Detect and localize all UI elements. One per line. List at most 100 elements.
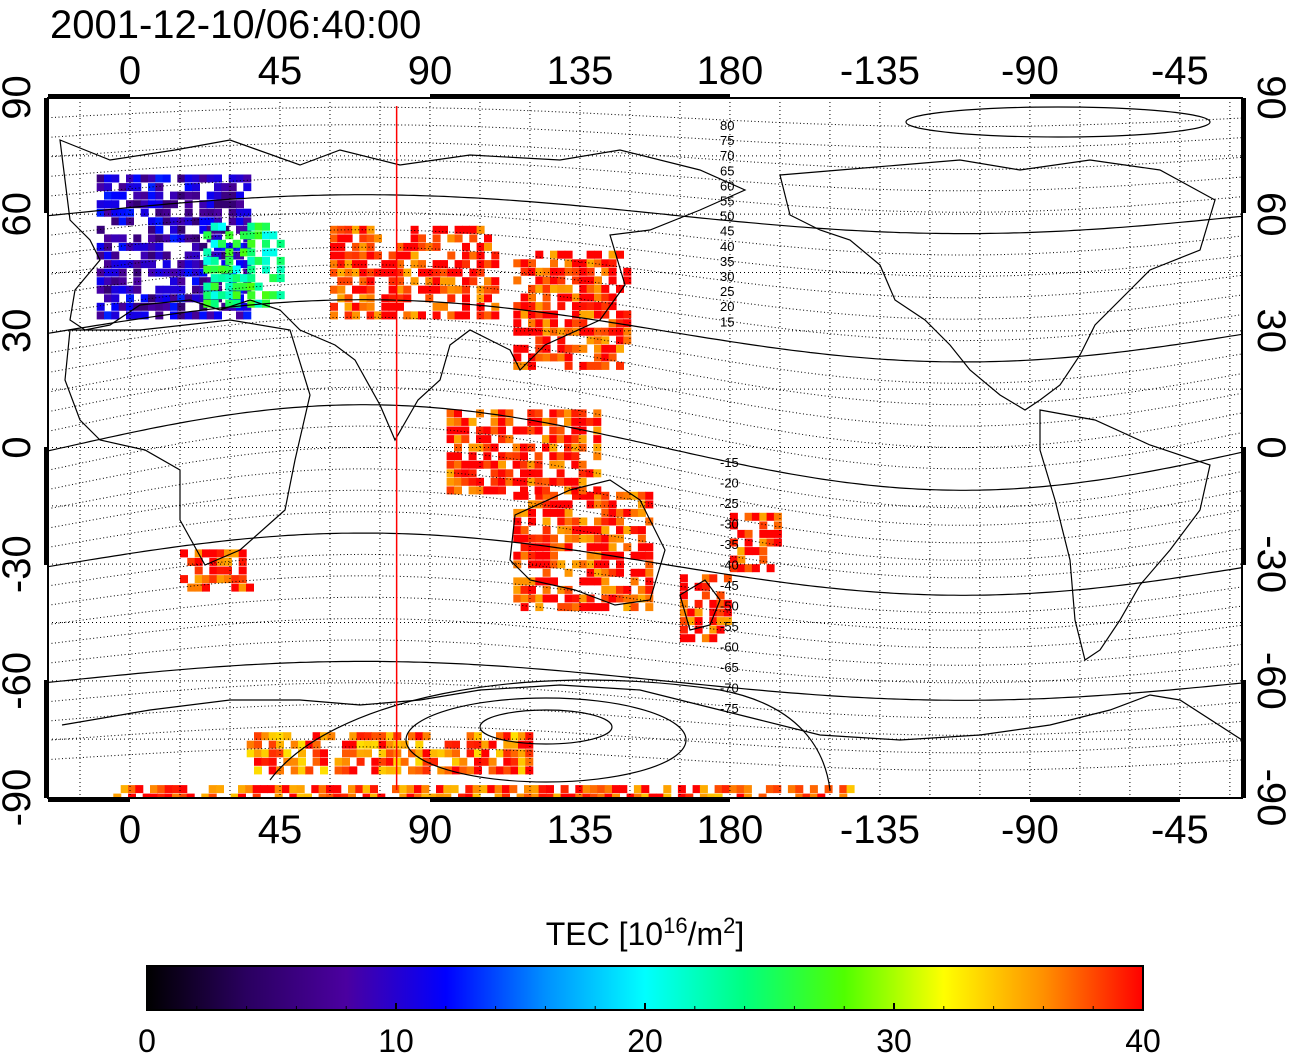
tec-cell bbox=[206, 217, 215, 226]
tec-cell bbox=[839, 785, 848, 794]
tec-cell bbox=[709, 599, 718, 608]
tec-cell bbox=[386, 766, 394, 775]
tec-cell bbox=[773, 521, 782, 530]
tec-cell bbox=[641, 793, 650, 798]
tec-cell bbox=[276, 274, 285, 283]
tec-cell bbox=[619, 785, 628, 794]
tec-cell bbox=[744, 547, 753, 556]
tec-cell bbox=[758, 793, 767, 798]
lon-tick-label: 0 bbox=[119, 49, 141, 93]
tec-cell bbox=[550, 250, 558, 259]
tec-cell bbox=[773, 529, 782, 538]
tec-cell bbox=[118, 268, 127, 277]
tec-cell bbox=[729, 564, 738, 573]
tec-cell bbox=[616, 250, 624, 259]
tec-cell bbox=[374, 268, 382, 277]
tec-cell bbox=[245, 785, 254, 794]
tec-cell bbox=[579, 577, 588, 586]
tec-cell bbox=[396, 302, 404, 311]
tec-cell bbox=[594, 517, 602, 526]
tec-cell bbox=[381, 260, 390, 269]
tec-cell bbox=[216, 557, 225, 566]
tec-cell bbox=[228, 174, 237, 183]
tec-cell bbox=[378, 766, 387, 775]
tec-cell bbox=[184, 208, 193, 217]
tec-cell bbox=[150, 785, 158, 794]
tec-cell bbox=[601, 543, 610, 552]
tec-cell bbox=[337, 294, 346, 303]
tec-cell bbox=[503, 740, 512, 749]
tec-cell bbox=[586, 417, 594, 426]
tec-cell bbox=[304, 793, 312, 798]
tec-cell bbox=[446, 452, 455, 461]
tec-cell bbox=[586, 302, 595, 311]
tec-cell bbox=[474, 757, 482, 766]
tec-cell bbox=[513, 551, 522, 560]
tec-cell bbox=[608, 517, 617, 526]
tec-cell bbox=[359, 234, 368, 243]
tec-cell bbox=[601, 500, 610, 509]
tec-cell bbox=[155, 251, 164, 260]
tec-cell bbox=[759, 538, 768, 547]
top-longitude-ticks: 0 45 90 135 180 -135 -90 -45 bbox=[119, 49, 1209, 93]
tec-cell bbox=[612, 793, 620, 798]
tec-cell bbox=[126, 260, 134, 269]
tec-cell bbox=[247, 222, 256, 231]
tec-cell bbox=[454, 268, 463, 277]
tec-cell bbox=[399, 793, 408, 798]
tec-cell bbox=[773, 785, 782, 794]
tec-cell bbox=[269, 248, 278, 257]
tec-cell bbox=[512, 426, 521, 435]
tec-cell bbox=[202, 575, 210, 584]
tec-cell bbox=[218, 222, 226, 231]
tec-cell bbox=[579, 526, 588, 535]
tec-cell bbox=[268, 757, 277, 766]
tec-cell bbox=[534, 460, 543, 469]
tec-cell bbox=[608, 594, 617, 603]
tec-cell bbox=[192, 174, 200, 183]
tec-cell bbox=[269, 231, 278, 240]
mag-contour bbox=[48, 703, 1242, 736]
tec-cell bbox=[366, 268, 375, 277]
tec-cell bbox=[184, 251, 193, 260]
tec-cell bbox=[601, 259, 610, 268]
mag-contour bbox=[48, 176, 1242, 213]
tec-cell bbox=[246, 749, 255, 758]
tec-cell bbox=[490, 443, 499, 452]
tec-cell bbox=[505, 469, 514, 478]
contour-label: -65 bbox=[720, 660, 739, 675]
tec-cell bbox=[557, 560, 566, 569]
tec-cell bbox=[298, 766, 306, 775]
tec-cell bbox=[579, 534, 588, 543]
tec-cell bbox=[531, 785, 540, 794]
tec-cell bbox=[491, 260, 500, 269]
tec-cell bbox=[446, 486, 455, 495]
tec-cell bbox=[247, 256, 256, 265]
tec-cell bbox=[578, 443, 587, 452]
australia-coast bbox=[509, 479, 666, 606]
tec-cell bbox=[231, 575, 240, 584]
tec-cell bbox=[608, 250, 617, 259]
tec-cell bbox=[557, 293, 566, 302]
tec-cell bbox=[440, 277, 448, 286]
tec-cell bbox=[236, 191, 244, 200]
tec-cell bbox=[403, 294, 412, 303]
tec-cell bbox=[454, 311, 463, 320]
tec-cell bbox=[269, 274, 278, 283]
tec-cell bbox=[528, 508, 536, 517]
tec-cell bbox=[534, 426, 543, 435]
tec-cell bbox=[594, 526, 602, 535]
lat-tick-label: 60 bbox=[0, 192, 39, 237]
tec-cell bbox=[687, 617, 696, 626]
tec-cell bbox=[118, 260, 127, 269]
tec-cell bbox=[572, 319, 580, 328]
tec-cell bbox=[572, 603, 580, 612]
tec-cell bbox=[371, 766, 380, 775]
tec-cell bbox=[452, 757, 460, 766]
tec-cell bbox=[162, 217, 171, 226]
tec-cell bbox=[462, 311, 470, 320]
tec-cell bbox=[218, 291, 226, 300]
tec-cell bbox=[214, 217, 222, 226]
tec-cell bbox=[421, 793, 430, 798]
tec-cell bbox=[601, 577, 610, 586]
